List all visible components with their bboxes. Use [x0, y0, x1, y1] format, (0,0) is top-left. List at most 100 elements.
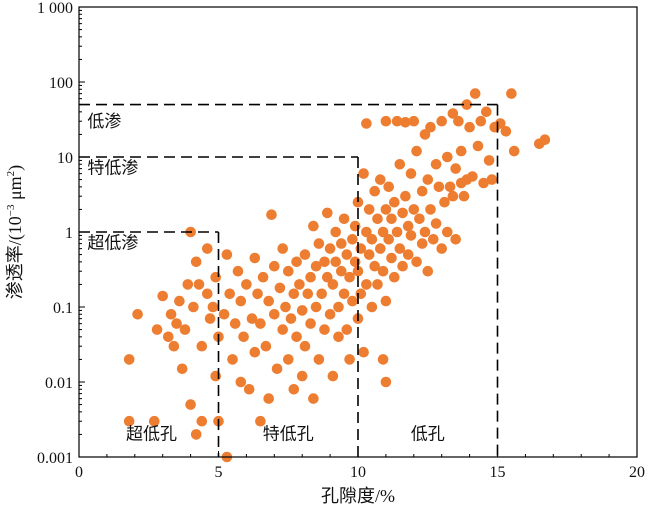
data-point [372, 279, 383, 290]
data-point [296, 370, 308, 382]
data-point [252, 288, 263, 300]
data-point [375, 243, 386, 254]
data-point [352, 196, 364, 208]
data-point [291, 331, 302, 343]
data-point [355, 288, 367, 300]
data-point [383, 234, 395, 245]
data-point [243, 384, 255, 395]
data-point [338, 213, 350, 225]
data-point [428, 234, 439, 245]
data-point [283, 265, 294, 277]
data-point [469, 88, 481, 99]
data-point [408, 204, 420, 215]
data-point [458, 190, 470, 202]
data-point [442, 151, 453, 163]
data-point [464, 121, 475, 133]
axes: 0 5 10 15 20 0.001 0.01 0.1 1 10 100 1 000 [37, 0, 645, 481]
data-point [171, 318, 182, 329]
data-point [246, 313, 258, 324]
y-tick-label: 1 [65, 225, 73, 242]
data-point [439, 196, 450, 208]
data-point [397, 207, 408, 219]
data-point [411, 145, 422, 157]
data-point [419, 226, 431, 238]
data-point [394, 243, 406, 254]
data-point [285, 313, 297, 324]
data-point [416, 185, 428, 197]
data-point [249, 252, 261, 264]
data-point [363, 249, 375, 260]
data-point [380, 204, 392, 215]
data-point [249, 346, 261, 358]
data-point [481, 106, 492, 118]
x-tick-label: 15 [490, 464, 506, 481]
y-tick-label: 10 [57, 150, 73, 167]
data-point [277, 243, 289, 254]
data-point [336, 238, 347, 249]
permeability-class-label: 超低渗 [87, 234, 138, 253]
data-point [347, 234, 358, 245]
data-point [405, 168, 417, 179]
y-axis-title-close: ) [5, 165, 26, 171]
data-point [450, 234, 462, 245]
data-point [288, 384, 300, 395]
data-point [419, 129, 431, 140]
data-point [210, 271, 221, 283]
data-point [377, 265, 389, 277]
data-point [380, 115, 392, 127]
data-point [165, 309, 177, 320]
data-point [255, 318, 266, 329]
data-point [455, 145, 467, 157]
data-point [338, 288, 350, 300]
data-point [333, 301, 344, 313]
data-point [149, 415, 160, 427]
data-point [260, 340, 272, 352]
data-point [123, 415, 135, 427]
data-point [349, 220, 361, 232]
data-point [391, 226, 403, 238]
data-point [405, 230, 417, 241]
data-point [386, 252, 397, 264]
data-point [422, 174, 434, 185]
data-point [229, 318, 241, 329]
data-point [316, 288, 328, 300]
data-point [352, 265, 364, 277]
data-point [190, 429, 202, 440]
data-point [224, 288, 235, 300]
data-point [430, 218, 442, 229]
data-point [157, 290, 168, 302]
data-point [168, 340, 180, 352]
data-point [188, 301, 199, 313]
data-point [327, 279, 339, 290]
data-point [288, 288, 300, 300]
data-point [207, 301, 219, 313]
data-point [324, 309, 336, 320]
x-tick-label: 20 [629, 464, 645, 481]
data-point [196, 415, 208, 427]
data-point [210, 370, 221, 382]
data-point [358, 346, 369, 358]
data-point [330, 256, 342, 268]
data-point [235, 376, 247, 388]
data-point [280, 301, 291, 313]
data-point [377, 354, 389, 365]
data-point [500, 126, 512, 137]
x-tick-label: 10 [350, 464, 366, 481]
data-point [422, 265, 434, 277]
data-point [447, 190, 459, 202]
data-point [486, 174, 498, 185]
y-tick-label: 0.1 [53, 300, 73, 317]
porosity-class-label: 超低孔 [126, 425, 177, 444]
data-point [369, 260, 381, 272]
data-point [330, 226, 342, 238]
x-tick-label: 0 [75, 464, 83, 481]
data-point [182, 279, 194, 290]
data-point [539, 134, 551, 145]
data-point [176, 363, 188, 375]
data-point [274, 282, 286, 294]
data-point [347, 295, 358, 307]
data-point [361, 118, 372, 129]
data-point [408, 115, 420, 127]
